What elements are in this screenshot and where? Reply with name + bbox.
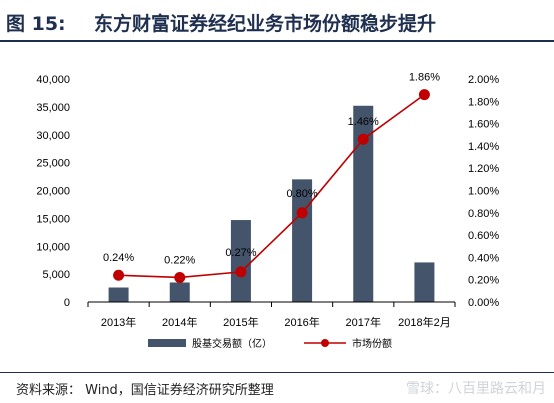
y-left-tick-label: 10,000	[36, 241, 70, 253]
figure-label: 图 15:	[6, 13, 66, 35]
y-right-tick-label: 1.00%	[468, 186, 499, 198]
line-point	[357, 133, 369, 145]
x-tick-label: 2014年	[162, 315, 197, 329]
x-tick-label: 2015年	[223, 315, 258, 329]
market-share-line	[118, 93, 425, 279]
line-point	[235, 266, 247, 278]
data-label: 0.80%	[286, 188, 317, 200]
y-right-tick-label: 1.80%	[468, 96, 499, 108]
bar	[169, 282, 190, 302]
source-divider	[0, 372, 554, 373]
bar	[414, 262, 435, 302]
y-left-tick-label: 35,000	[36, 102, 70, 114]
y-right-tick-label: 0.60%	[468, 230, 499, 242]
y-right-tick-label: 0.00%	[468, 297, 499, 309]
bar	[108, 287, 129, 302]
y-left-tick-label: 20,000	[36, 186, 70, 198]
data-label: 1.46%	[348, 116, 379, 128]
bar	[353, 105, 374, 302]
source-note: 资料来源： Wind，国信证券经济研究所整理	[16, 383, 274, 398]
x-tick-label: 2016年	[284, 315, 319, 329]
y-right-tick-label: 0.20%	[468, 275, 499, 287]
y-left-tick-label: 25,000	[36, 158, 70, 170]
line-point	[174, 271, 186, 283]
y-left-tick-label: 15,000	[36, 213, 70, 225]
data-label: 1.86%	[409, 72, 440, 84]
legend-bar-swatch	[148, 339, 186, 347]
line-point	[418, 89, 430, 101]
data-label: 0.27%	[225, 247, 256, 259]
y-right-tick-label: 0.80%	[468, 208, 499, 220]
figure-title: 东方财富证券经纪业务市场份额稳步提升	[94, 13, 437, 35]
x-tick-label: 2013年	[101, 315, 136, 329]
legend-line-marker	[321, 339, 329, 347]
bar	[292, 179, 313, 302]
x-tick-label: 2017年	[346, 315, 381, 329]
y-right-tick-label: 2.00%	[468, 74, 499, 86]
y-left-tick-label: 5,000	[42, 269, 70, 281]
line-point	[296, 207, 308, 219]
y-left-tick-label: 0	[64, 297, 70, 309]
y-left-tick-label: 40,000	[36, 74, 70, 86]
legend-line-label: 市场份额	[352, 337, 392, 350]
watermark: 雪球：八百里路云和月	[406, 381, 546, 397]
chart: 0 5,000 10,000 15,000 20,000 25,000 30,000 35,0…	[36, 72, 499, 350]
data-label: 0.24%	[103, 252, 134, 264]
y-right-tick-label: 1.40%	[468, 141, 499, 153]
bar	[230, 220, 251, 302]
data-label: 0.22%	[164, 254, 195, 266]
line-point	[113, 269, 125, 281]
y-right-tick-label: 1.20%	[468, 163, 499, 175]
y-right-tick-label: 0.40%	[468, 252, 499, 264]
y-right-tick-label: 1.60%	[468, 119, 499, 131]
y-left-tick-label: 30,000	[36, 130, 70, 142]
figure-header: 图 15: 东方财富证券经纪业务市场份额稳步提升	[0, 0, 554, 42]
legend-bar-label: 股基交易额（亿）	[192, 337, 272, 350]
x-tick-label: 2018年2月	[398, 315, 451, 329]
